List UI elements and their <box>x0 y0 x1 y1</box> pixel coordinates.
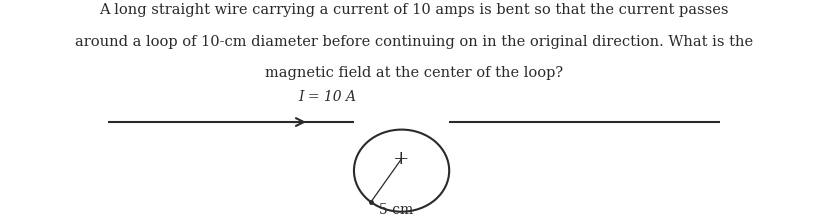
Text: +: + <box>393 150 409 168</box>
Text: around a loop of 10-cm diameter before continuing on in the original direction. : around a loop of 10-cm diameter before c… <box>75 35 752 49</box>
Text: A long straight wire carrying a current of 10 amps is bent so that the current p: A long straight wire carrying a current … <box>99 3 728 17</box>
Text: I = 10 A: I = 10 A <box>298 90 356 104</box>
Text: 5 cm: 5 cm <box>379 203 413 216</box>
Text: magnetic field at the center of the loop?: magnetic field at the center of the loop… <box>265 66 562 80</box>
